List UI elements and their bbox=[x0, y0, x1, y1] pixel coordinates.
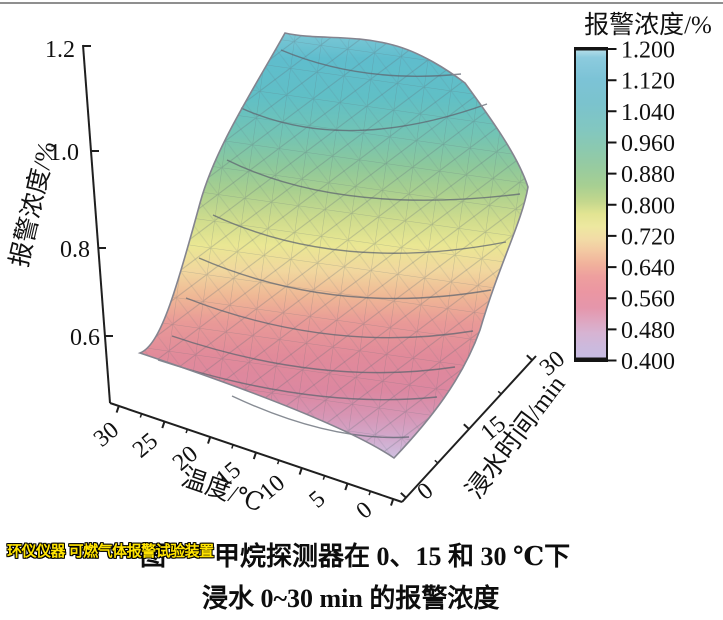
figure-caption-line2: 浸水 0~30 min 的报警浓度 bbox=[202, 584, 500, 613]
colorbar-tick-label: 0.960 bbox=[621, 131, 675, 157]
x-axis-major-ticks bbox=[115, 405, 395, 506]
y-axis bbox=[400, 354, 537, 503]
z-axis-title: 报警浓度/% bbox=[5, 139, 61, 270]
contour-lines bbox=[157, 49, 521, 439]
watermark-badge: 环仪仪器 可燃气体报警试验装置 bbox=[7, 543, 214, 560]
z-axis-ticks bbox=[83, 45, 113, 337]
colorbar-gradient bbox=[574, 47, 608, 362]
x-axis-minor-ticks bbox=[139, 413, 372, 496]
z-tick-label: 1.2 bbox=[45, 37, 75, 63]
colorbar-tick-label: 0.720 bbox=[621, 224, 675, 250]
figure-number: 图 bbox=[140, 542, 167, 571]
colorbar-tick-label: 1.040 bbox=[621, 100, 675, 126]
surface-triangulation bbox=[140, 33, 528, 458]
z-tick-label: 0.6 bbox=[70, 325, 100, 351]
colorbar-tick-label: 0.640 bbox=[621, 256, 675, 282]
surface-outline bbox=[137, 32, 529, 460]
colorbar-tick-label: 1.200 bbox=[621, 38, 675, 64]
colorbar-tick-label: 0.800 bbox=[621, 193, 675, 219]
x-tick-label: 0 bbox=[352, 497, 378, 525]
colorbar-ticks bbox=[607, 48, 617, 362]
z-tick-label: 1.0 bbox=[49, 140, 79, 166]
y-axis-title: 浸水时间/min bbox=[461, 370, 571, 504]
z-axis-line bbox=[82, 44, 111, 404]
y-axis-major-ticks bbox=[400, 354, 533, 499]
colorbar: 报警浓度/% 1.200 1.120 1.040 0.960 0.880 0.8… bbox=[574, 11, 712, 375]
figure-caption-line1: 甲烷探测器在 0、15 和 30 ℃下 bbox=[214, 542, 571, 571]
z-axis bbox=[82, 44, 113, 404]
colorbar-tick-label: 0.560 bbox=[621, 287, 675, 313]
x-tick-label: 25 bbox=[128, 428, 163, 463]
x-axis-line bbox=[109, 402, 403, 503]
surface-mesh bbox=[137, 32, 529, 460]
y-axis-minor-ticks bbox=[434, 390, 502, 464]
colorbar-tick-label: 0.400 bbox=[621, 349, 675, 375]
x-tick-label: 30 bbox=[89, 417, 124, 452]
colorbar-tick-label: 1.120 bbox=[621, 69, 675, 95]
y-tick-label: 0 bbox=[413, 478, 439, 506]
z-tick-label: 0.8 bbox=[60, 237, 90, 263]
x-axis bbox=[109, 402, 403, 506]
colorbar-tick-label: 0.880 bbox=[621, 162, 675, 188]
x-tick-label: 5 bbox=[305, 486, 331, 514]
colorbar-title: 报警浓度/% bbox=[584, 11, 712, 39]
colorbar-tick-label: 0.480 bbox=[621, 318, 675, 344]
